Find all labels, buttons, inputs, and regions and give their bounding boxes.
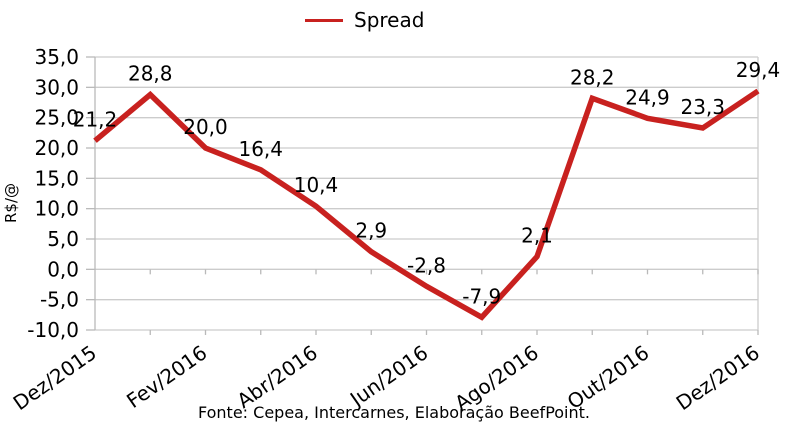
legend: Spread <box>305 7 424 33</box>
data-label: 24,9 <box>625 85 670 109</box>
data-label: 2,1 <box>521 224 553 248</box>
data-label: -2,8 <box>407 253 446 277</box>
y-tick-label: -10,0 <box>27 318 79 342</box>
data-label: 20,0 <box>183 115 228 139</box>
source-note: Fonte: Cepea, Intercarnes, Elaboração Be… <box>197 403 590 422</box>
data-label: 10,4 <box>294 173 339 197</box>
legend-label: Spread <box>354 8 425 32</box>
data-label: -7,9 <box>462 284 501 308</box>
data-label: 2,9 <box>355 219 387 243</box>
y-tick-label: 15,0 <box>34 166 79 190</box>
y-axis-title: R$/@ <box>2 183 20 223</box>
y-tick-label: 20,0 <box>34 136 79 160</box>
y-tick-label: 5,0 <box>47 227 79 251</box>
data-label: 16,4 <box>238 137 283 161</box>
x-tick-label: Jun/2016 <box>344 340 432 412</box>
data-label: 28,2 <box>570 65 615 89</box>
y-tick-label: 0,0 <box>47 257 79 281</box>
y-tick-label: 10,0 <box>34 197 79 221</box>
data-label: 28,8 <box>128 62 173 86</box>
data-label: 21,2 <box>73 108 118 132</box>
y-tick-label: -5,0 <box>40 288 79 312</box>
y-tick-label: 25,0 <box>34 106 79 130</box>
legend-line-swatch <box>305 18 343 22</box>
y-tick-label: 35,0 <box>34 45 79 69</box>
data-label: 29,4 <box>736 58 781 82</box>
y-tick-label: 30,0 <box>34 75 79 99</box>
data-label: 23,3 <box>680 95 725 119</box>
spread-series-line <box>93 88 760 321</box>
